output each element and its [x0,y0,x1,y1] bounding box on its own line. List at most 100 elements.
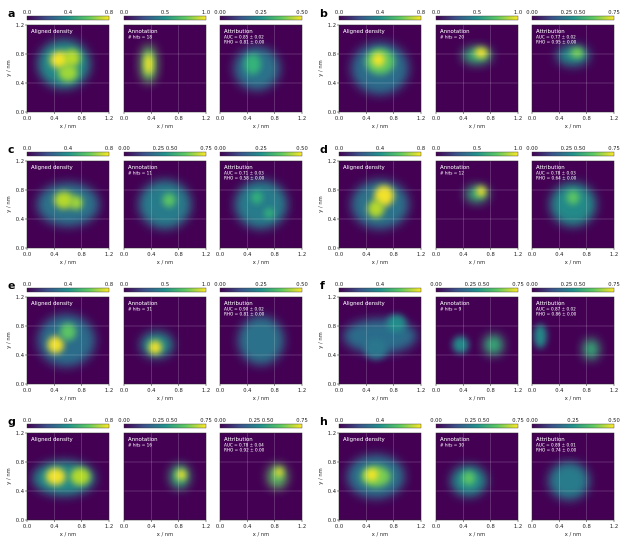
colorbar-mid-label: 0.25 0.50 [561,10,586,16]
density-blob [148,340,162,355]
colorbar-mid-label: 0.25 [255,146,267,152]
colorbar-max-label: 0.75 [512,418,524,424]
colorbar-min-label: 0.00 [526,418,538,424]
plot-background [436,161,518,248]
x-axis-label: x / nm [60,124,76,130]
x-tick-label: 0.0 [432,116,440,122]
colorbar-mid-label: 0.25 0.50 [465,418,490,424]
density-blobs [452,334,504,356]
colorbar-max-label: 0.8 [105,146,113,152]
x-tick-label: 0.8 [583,388,591,394]
density-blob [244,53,261,75]
colorbar-max-label: 0.75 [608,10,620,16]
density-blob [234,180,288,229]
plot-frame [26,24,110,113]
density-blobs [233,46,280,91]
plot-frame [531,24,615,113]
hits-count: # hits = 16 [128,443,152,448]
density-blob [550,182,596,227]
density-plot: Annotation# hits = 31 [123,296,207,385]
density-blob [144,53,153,75]
x-tick-label: 0.0 [528,524,536,530]
x-tick-label: 0.4 [50,116,59,122]
x-tick-label: 1.2 [514,116,522,122]
density-blob [251,191,263,204]
x-tick-label: 0.0 [23,116,31,122]
auc-value: AUC = 0.77 ± 0.02 [536,35,576,40]
plot-background [532,25,614,112]
colorbar-mid-label: 0.25 [255,10,267,16]
density-plot: Annotation# hits = 16 [123,432,207,521]
auc-value: AUC = 0.87 ± 0.02 [536,307,576,312]
x-axis-label: x / nm [565,396,581,402]
colorbar-min-label: 0.0 [23,146,31,152]
density-blob [69,195,83,210]
y-tick-label: 0.4 [328,81,337,87]
panel-d: d 0.0 0.4 0.8 Aligned density 0.0 0.4 0.8 1.2 x /… [318,143,620,266]
y-tick-label: 0.8 [16,52,24,58]
density-plot: Aligned density [26,432,110,521]
x-tick-label: 0.8 [78,116,86,122]
density-plot: Annotation# hits = 20 [435,24,519,113]
x-tick-label: 0.8 [390,116,398,122]
colorbar-min-label: 0.0 [335,418,343,424]
colorbar-min-label: 0.00 [214,146,226,152]
panel-letter: d [320,143,328,156]
colorbar-mid-label: 0.25 [255,282,267,288]
colorbar-max-label: 0.75 [200,418,212,424]
y-axis-label: y / nm [318,60,324,76]
colorbar-min-label: 0.0 [335,146,343,152]
subplot-title: Annotation [128,437,158,443]
density-blob [474,47,488,59]
x-tick-label: 1.2 [610,388,618,394]
x-tick-label: 0.4 [555,116,564,122]
colorbar-mid-label: 0.4 [64,282,73,288]
y-axis-label: y / nm [6,196,12,212]
x-axis-label: x / nm [157,260,173,266]
subplot-title: Aligned density [31,29,74,35]
plot-frame [338,24,422,113]
density-blobs [37,39,91,89]
colorbar-max-label: 0.8 [105,282,113,288]
plot-frame [435,296,519,385]
rho-value: RHO = 0.74 ± 0.00 [536,448,577,453]
colorbar [26,423,110,429]
auc-value: AUC = 0.78 ± 0.03 [536,171,576,176]
x-axis-label: x / nm [469,532,485,538]
x-tick-label: 1.2 [202,252,210,258]
plot-frame [123,24,207,113]
density-blob [54,191,74,209]
x-tick-label: 1.2 [105,252,113,258]
subplot-title: Aligned density [343,29,386,35]
x-axis-label: x / nm [565,532,581,538]
auc-value: AUC = 0.85 ± 0.02 [224,35,264,40]
plot-background [436,25,518,112]
colorbar-mid-label: 0.25 0.50 [249,418,274,424]
density-plot: Annotation# hits = 12 [435,160,519,249]
subplot-title: Aligned density [343,165,386,171]
density-blob [483,334,504,356]
colorbar-min-label: 0.00 [214,282,226,288]
plot-frame [123,296,207,385]
subplot-title: Attribution [536,301,565,307]
rho-value: RHO = 0.81 ± 0.00 [224,40,265,45]
plot-background [436,297,518,384]
colorbar-max-label: 1.0 [202,282,210,288]
colorbar-min-label: 0.0 [335,282,343,288]
x-tick-label: 0.8 [78,252,86,258]
x-tick-label: 0.4 [243,524,252,530]
y-tick-label: 1.2 [16,295,24,301]
x-tick-label: 0.0 [216,116,224,122]
colorbar-mid-label: 0.5 [161,10,169,16]
colorbar-min-label: 0.00 [214,10,226,16]
panel-letter: a [8,7,15,20]
colorbar [338,15,422,21]
y-tick-label: 1.2 [16,23,24,29]
colorbar-max-label: 0.50 [608,418,620,424]
x-axis-label: x / nm [60,396,76,402]
x-tick-label: 0.8 [390,252,398,258]
subplot-title: Aligned density [343,437,386,443]
colorbar [435,151,519,157]
